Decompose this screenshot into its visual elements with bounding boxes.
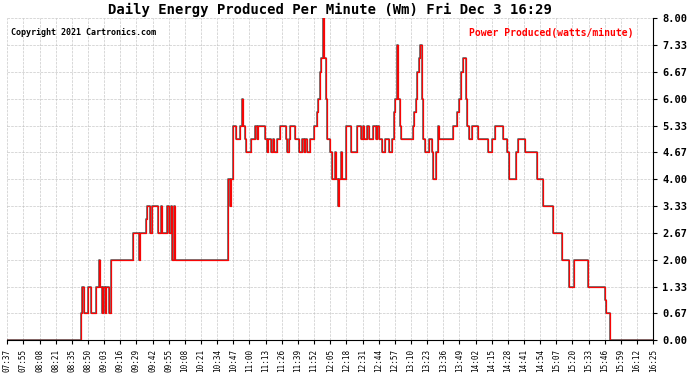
Text: Copyright 2021 Cartronics.com: Copyright 2021 Cartronics.com <box>10 28 155 37</box>
Text: Power Produced(watts/minute): Power Produced(watts/minute) <box>469 28 634 38</box>
Title: Daily Energy Produced Per Minute (Wm) Fri Dec 3 16:29: Daily Energy Produced Per Minute (Wm) Fr… <box>108 3 552 17</box>
